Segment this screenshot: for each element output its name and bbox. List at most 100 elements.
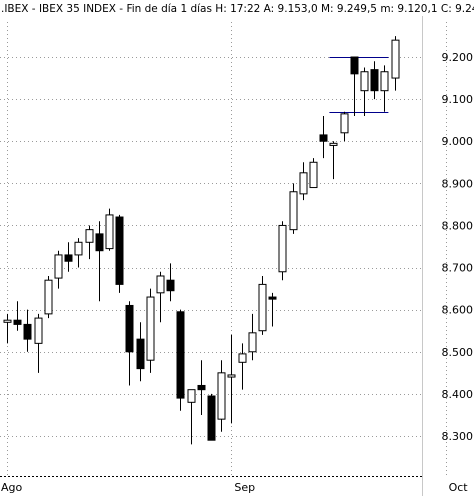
candle-35 xyxy=(350,56,359,116)
candle-body-up xyxy=(105,214,114,250)
candle-16 xyxy=(156,271,165,323)
candle-body-down xyxy=(350,56,359,75)
candle-body-down xyxy=(319,134,328,142)
candle-body-up xyxy=(85,229,94,243)
candle-body-up xyxy=(3,319,12,323)
candle-body-up xyxy=(258,283,267,332)
header-close: C: 9.24 xyxy=(441,3,474,15)
candle-34 xyxy=(340,111,349,142)
candle-30 xyxy=(299,162,308,201)
candle-32 xyxy=(319,115,328,159)
candle-27 xyxy=(268,292,277,327)
candle-14 xyxy=(136,322,145,382)
grid-lines xyxy=(0,16,447,496)
candle-28 xyxy=(278,221,287,281)
candle-body-up xyxy=(391,39,400,79)
x-axis-labels: Ago Sep Oct xyxy=(1,481,468,494)
candle-body-up xyxy=(248,332,257,353)
candle-body-up xyxy=(146,296,155,361)
candle-7 xyxy=(64,242,73,272)
candle-36 xyxy=(360,67,369,116)
candle-12 xyxy=(115,214,124,293)
candle-body-up xyxy=(187,389,196,403)
candle-body-down xyxy=(13,319,22,325)
candle-10 xyxy=(95,221,104,302)
candle-body-up xyxy=(217,372,226,420)
candle-19 xyxy=(187,389,196,445)
x-tick-label-sep: Sep xyxy=(234,481,255,494)
header-period: Fin de día 1 días xyxy=(126,3,212,15)
candle-body-down xyxy=(136,338,145,370)
candle-body-up xyxy=(54,254,63,279)
candle-29 xyxy=(289,183,298,234)
candle-37 xyxy=(370,61,379,100)
y-tick-label: 8.800 xyxy=(442,219,474,232)
candle-body-up xyxy=(278,224,287,273)
candle-33 xyxy=(329,141,338,180)
header-high: H: 17:22 xyxy=(215,3,260,15)
candle-17 xyxy=(166,263,175,302)
candle-body-down xyxy=(166,279,175,292)
candle-body-up xyxy=(299,172,308,195)
candles xyxy=(3,36,400,445)
y-tick-label: 8.700 xyxy=(442,262,474,275)
candle-body-up xyxy=(329,142,338,146)
x-tick-label-oct: Oct xyxy=(449,481,469,494)
candle-24 xyxy=(238,343,247,390)
candle-23 xyxy=(227,334,236,424)
candle-body-up xyxy=(44,279,53,315)
y-tick-label: 8.300 xyxy=(442,430,474,443)
y-tick-label: 9.200 xyxy=(442,51,474,64)
y-tick-label: 9.100 xyxy=(442,93,474,106)
candle-6 xyxy=(54,250,63,289)
candle-3 xyxy=(23,309,32,352)
candle-body-down xyxy=(23,323,32,340)
candle-31 xyxy=(309,158,318,189)
candle-body-up xyxy=(289,191,298,231)
header-symbol: .IBEX xyxy=(1,3,28,15)
candle-body-down xyxy=(115,216,124,285)
y-tick-label: 8.600 xyxy=(442,304,474,317)
candle-4 xyxy=(34,313,43,373)
candle-body-up xyxy=(74,241,83,256)
candle-body-up xyxy=(156,275,165,294)
candle-body-down xyxy=(95,233,104,252)
candle-body-up xyxy=(34,317,43,344)
candle-body-up xyxy=(340,113,349,134)
candle-1 xyxy=(3,313,12,344)
candle-26 xyxy=(258,275,267,335)
y-tick-label: 8.900 xyxy=(442,177,474,190)
candle-2 xyxy=(13,301,22,331)
candle-body-up xyxy=(227,374,236,378)
candle-20 xyxy=(197,360,206,415)
candle-5 xyxy=(44,275,53,319)
candle-39 xyxy=(391,36,400,91)
candle-38 xyxy=(380,65,389,112)
candle-8 xyxy=(74,238,83,268)
y-tick-label: 9.000 xyxy=(442,135,474,148)
candle-body-up xyxy=(238,353,247,363)
candle-body-up xyxy=(380,71,389,92)
candle-body-down xyxy=(197,384,206,391)
candle-22 xyxy=(217,360,226,432)
candle-body-down xyxy=(125,304,134,353)
y-axis-labels: 8.300 8.400 8.500 8.600 8.700 8.800 8.900 9.000… xyxy=(442,51,474,443)
candle-body-down xyxy=(370,69,379,92)
candle-body-down xyxy=(176,311,185,399)
header-min: m: 9.120,1 xyxy=(380,3,437,15)
header-max: M: 9.249,5 xyxy=(321,3,377,15)
x-tick-label-ago: Ago xyxy=(1,481,23,494)
chart-header: .IBEX - IBEX 35 INDEX - Fin de día 1 día… xyxy=(1,3,474,15)
candle-body-up xyxy=(309,161,318,189)
header-open: A: 9.153,0 xyxy=(264,3,318,15)
candle-body-down xyxy=(207,395,216,441)
candle-18 xyxy=(176,309,185,411)
candle-25 xyxy=(248,313,257,361)
header-name: IBEX 35 INDEX xyxy=(39,3,116,15)
candle-21 xyxy=(207,393,216,441)
candle-9 xyxy=(85,225,94,260)
candle-body-down xyxy=(64,254,73,262)
candle-15 xyxy=(146,288,155,373)
candle-body-down xyxy=(268,296,277,300)
